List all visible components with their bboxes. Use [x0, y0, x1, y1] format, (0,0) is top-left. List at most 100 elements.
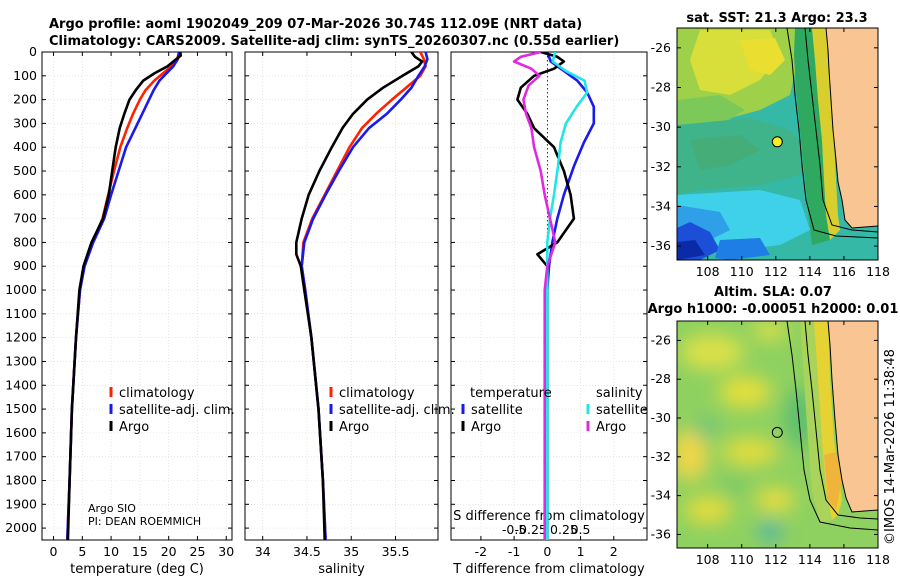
legend-label: Argo — [119, 420, 149, 435]
series-group — [512, 52, 596, 540]
y-tick-label: 700 — [13, 211, 37, 226]
legend-label: Argo — [339, 420, 369, 435]
y-tick-label: 1100 — [5, 306, 37, 321]
figure-title-line2: Climatology: CARS2009. Satellite-adj cli… — [49, 34, 619, 49]
map-x-tick-label: 118 — [866, 552, 890, 567]
y-tick-label: 1300 — [5, 353, 37, 368]
y-tick-label: 1600 — [5, 425, 37, 440]
plot-frame — [244, 51, 439, 541]
y-tick-label: 300 — [13, 115, 37, 130]
profile-note: Argo SIO — [88, 502, 136, 515]
series-line-argo — [66, 52, 183, 540]
series-line-climatology — [300, 52, 427, 540]
x-tick-label: 35 — [343, 544, 359, 559]
legend-label: climatology — [339, 386, 415, 401]
s-axis-label: S difference from climatology — [453, 509, 645, 524]
y-tick-label: 100 — [13, 68, 37, 83]
legend-header-temperature: temperature — [470, 386, 552, 401]
map-y-tick-label: -36 — [651, 238, 671, 253]
x-tick-label: -2 — [475, 544, 487, 559]
y-tick-label: 1400 — [5, 377, 37, 392]
y-tick-label: 200 — [13, 92, 37, 107]
legend-label: satellite — [471, 403, 523, 418]
x-tick-label: 2 — [610, 544, 618, 559]
map-y-tick-label: -34 — [651, 488, 671, 503]
figure-title-line1: Argo profile: aoml 1902049_209 07-Mar-20… — [49, 17, 582, 32]
map-y-tick-label: -32 — [651, 159, 671, 174]
y-tick-label: 2000 — [5, 520, 37, 535]
map-y-tick-label: -30 — [651, 410, 671, 425]
s-tick-label: 0.5 — [571, 522, 591, 537]
y-tick-label: 800 — [13, 234, 37, 249]
map-x-tick-label: 116 — [832, 264, 856, 279]
series-group — [295, 52, 429, 540]
x-tick-label: 5 — [78, 544, 86, 559]
map-x-tick-label: 108 — [696, 552, 720, 567]
y-tick-label: 0 — [29, 44, 37, 59]
map-x-tick-label: 110 — [730, 552, 754, 567]
y-tick-label: 1000 — [5, 282, 37, 297]
map-y-tick-label: -34 — [651, 198, 671, 213]
y-tick-label: 1800 — [5, 472, 37, 487]
x-tick-label: 15 — [132, 544, 148, 559]
y-tick-label: 500 — [13, 163, 37, 178]
x-tick-label: 20 — [161, 544, 177, 559]
plot-frame — [41, 51, 233, 541]
legend-label: Argo — [596, 420, 626, 435]
y-tick-label: 1200 — [5, 330, 37, 345]
legend-label: Argo — [471, 420, 501, 435]
s-tick-label: -0.5 — [502, 522, 526, 537]
sla-map-subtitle: Argo h1000: -0.00051 h2000: 0.01 — [648, 302, 899, 317]
x-tick-label: 0 — [50, 544, 58, 559]
sla-profile-marker — [771, 426, 783, 438]
map-x-tick-label: 112 — [764, 552, 788, 567]
map-y-tick-label: -26 — [651, 40, 671, 55]
x-tick-label: 25 — [190, 544, 206, 559]
x-tick-label: 30 — [218, 544, 234, 559]
map-x-tick-label: 112 — [764, 264, 788, 279]
series-line-satellite-adj-clim- — [66, 52, 181, 540]
legend-label: satellite — [596, 403, 648, 418]
difference-panel: -2 -1 0 1 2 -0.5-0.25 0.250.5S difference from… — [450, 51, 648, 577]
x-tick-label: 35.5 — [382, 544, 410, 559]
legend-label: satellite-adj. clim. — [339, 403, 455, 418]
sla-map-title: Altim. SLA: 0.07 — [714, 285, 832, 300]
series-line-s-satellite — [546, 52, 589, 540]
map-x-tick-label: 114 — [798, 264, 822, 279]
series-group — [66, 52, 183, 540]
profile-note: PI: DEAN ROEMMICH — [88, 515, 201, 528]
y-tick-label: 1900 — [5, 496, 37, 511]
x-tick-label: 0 — [543, 544, 551, 559]
map-y-tick-label: -26 — [651, 332, 671, 347]
y-tick-label: 900 — [13, 258, 37, 273]
x-axis-label: T difference from climatology — [452, 562, 645, 577]
y-tick-label: 1700 — [5, 449, 37, 464]
x-axis-label: temperature (deg C) — [70, 562, 204, 577]
y-tick-label: 400 — [13, 139, 37, 154]
map-x-tick-label: 118 — [866, 264, 890, 279]
x-tick-label: 34.5 — [293, 544, 321, 559]
sst-map: 108 110 112 114 116 118 -26 -28 -30 -32 -34 -36 — [651, 27, 890, 279]
s-tick-label: 0.25 — [550, 522, 578, 537]
map-y-tick-label: -32 — [651, 449, 671, 464]
x-tick-label: 10 — [103, 544, 119, 559]
sst-profile-marker — [771, 136, 783, 148]
sst-map-axes: 108 110 112 114 116 118 -26 -28 -30 -32 -34 -36 — [651, 28, 890, 279]
series-line-s-argo — [512, 52, 557, 540]
series-line-climatology — [66, 52, 181, 540]
legend-header-salinity: salinity — [596, 386, 643, 401]
series-line-t-satellite — [546, 52, 596, 540]
s-tick-label: -0.25 — [515, 522, 547, 537]
map-x-tick-label: 114 — [798, 552, 822, 567]
legend-label: satellite-adj. clim. — [119, 403, 235, 418]
series-line-argo — [295, 52, 424, 540]
plot-frame — [450, 51, 648, 541]
sla-map-axes: 108 110 112 114 116 118 -26 -28 -30 -32 -34 -36 — [651, 321, 890, 567]
sst-map-title: sat. SST: 21.3 Argo: 23.3 — [686, 11, 867, 26]
x-axis-label: salinity — [318, 562, 365, 577]
y-tick-label: 600 — [13, 187, 37, 202]
map-y-tick-label: -28 — [651, 79, 671, 94]
temperature-panel: 0100200300400500600700800900100011001200… — [5, 44, 235, 577]
map-x-tick-label: 110 — [730, 264, 754, 279]
